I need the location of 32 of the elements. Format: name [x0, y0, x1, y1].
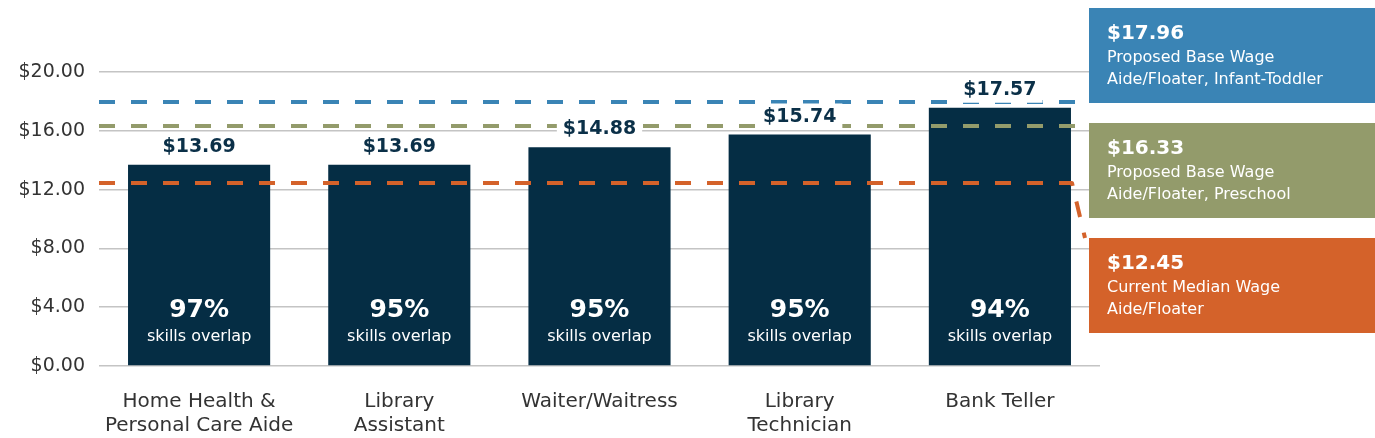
label-box: $16.33 Proposed Base Wage Aide/Floater, Preschool	[1089, 123, 1375, 218]
bar	[128, 164, 271, 366]
data-label: $13.69	[362, 133, 436, 156]
x-tick-label: Bank Teller	[945, 388, 1056, 413]
annotation: 95% skills overlap	[347, 293, 452, 346]
label-box: $17.96 Proposed Base Wage Aide/Floater, Infant-Toddler	[1089, 8, 1375, 103]
annotation: 97% skills overlap	[146, 293, 252, 346]
data-label: $14.88	[562, 116, 637, 139]
x-tick-label: Waiter/Waitress	[521, 388, 678, 413]
bar	[928, 107, 1071, 366]
y-tick-label: $0.00	[30, 352, 85, 375]
bar	[528, 147, 671, 366]
ref-line-label: $12.45 Current Median Wage Aide/Floater	[1107, 249, 1282, 320]
y-tick-label: $20.00	[18, 58, 85, 81]
x-tick-label: Home Health & Personal Care Aide	[104, 388, 294, 437]
label-box: $12.45 Current Median Wage Aide/Floater	[1089, 238, 1375, 333]
x-tick-label: Library Assistant	[353, 388, 446, 437]
bar	[728, 134, 871, 366]
data-label: $15.74	[763, 103, 837, 126]
ref-line-label: $16.33 Proposed Base Wage Aide/Floater, Preschool	[1107, 134, 1292, 205]
y-tick-label: $8.00	[30, 235, 85, 258]
annotation: 95% skills overlap	[747, 293, 852, 346]
y-tick-label: $12.00	[18, 176, 85, 199]
x-tick-label: Library Technician	[746, 388, 852, 437]
y-tick-label: $16.00	[18, 117, 85, 140]
data-label: $13.69	[162, 133, 236, 156]
y-tick-label: $4.00	[30, 294, 85, 317]
bar	[328, 164, 471, 366]
annotation: 95% skills overlap	[547, 293, 652, 346]
ref-line-label: $17.96 Proposed Base Wage Aide/Floater, Infant-Toddler	[1107, 19, 1324, 90]
annotation: 94% skills overlap	[947, 293, 1053, 346]
data-label: $17.57	[963, 76, 1037, 99]
